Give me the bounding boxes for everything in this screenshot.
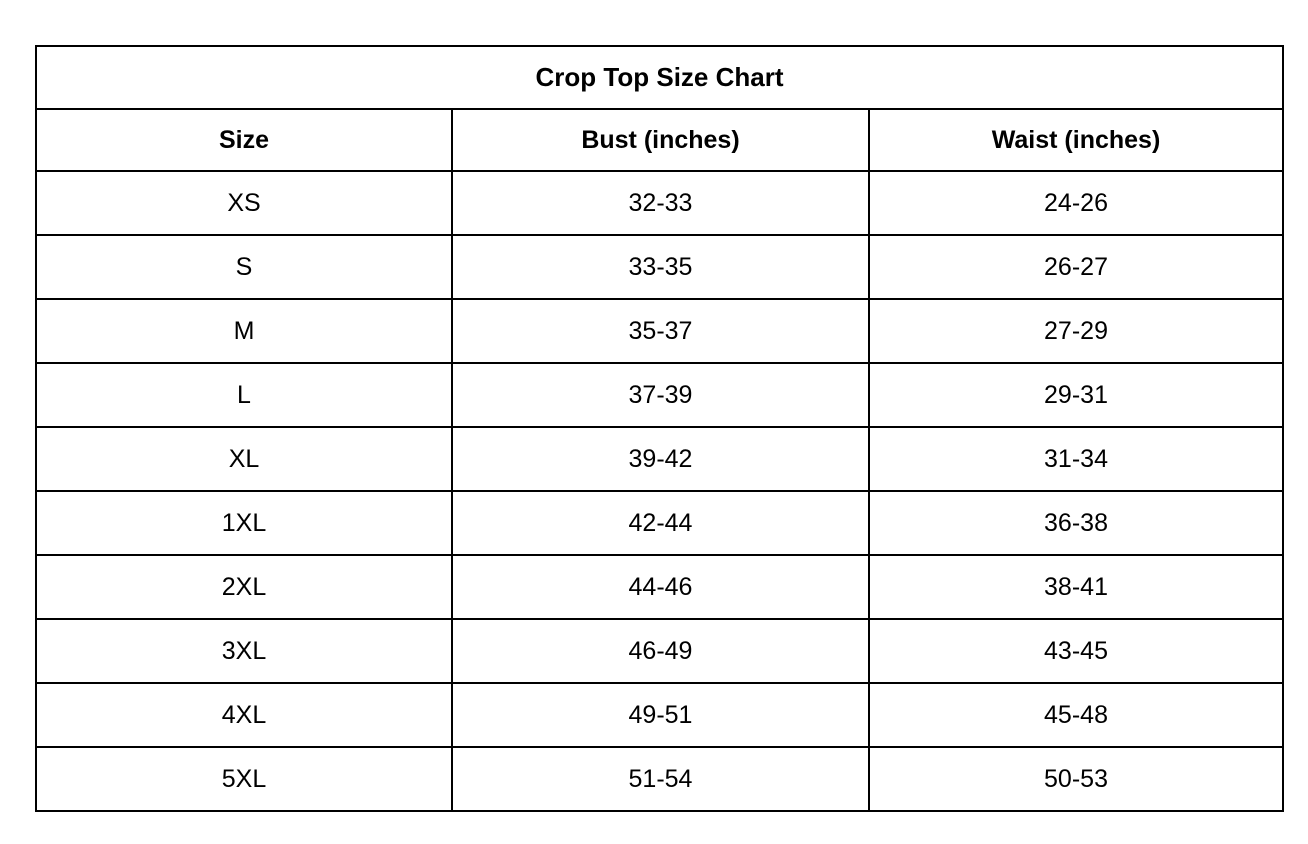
bust-cell: 39-42 — [451, 426, 870, 492]
bust-cell: 37-39 — [451, 362, 870, 428]
table-row: 5XL 51-54 50-53 — [35, 746, 1285, 812]
bust-cell: 33-35 — [451, 234, 870, 300]
bust-cell: 35-37 — [451, 298, 870, 364]
waist-cell: 38-41 — [867, 554, 1285, 620]
table-row: 4XL 49-51 45-48 — [35, 682, 1285, 748]
waist-cell: 26-27 — [867, 234, 1285, 300]
size-cell: XS — [35, 170, 453, 236]
size-cell: 3XL — [35, 618, 453, 684]
size-chart-table: Crop Top Size Chart Size Bust (inches) W… — [34, 45, 1285, 812]
size-cell: 2XL — [35, 554, 453, 620]
waist-cell: 27-29 — [867, 298, 1285, 364]
table-title: Crop Top Size Chart — [34, 45, 1285, 110]
table-row: M 35-37 27-29 — [35, 298, 1285, 364]
bust-cell: 32-33 — [451, 170, 870, 236]
bust-cell: 42-44 — [451, 490, 870, 556]
table-row: 3XL 46-49 43-45 — [35, 618, 1285, 684]
size-cell: 5XL — [35, 746, 453, 812]
column-header-waist: Waist (inches) — [867, 108, 1285, 172]
bust-cell: 46-49 — [451, 618, 870, 684]
size-cell: XL — [35, 426, 453, 492]
bust-cell: 44-46 — [451, 554, 870, 620]
waist-cell: 43-45 — [867, 618, 1285, 684]
bust-cell: 51-54 — [451, 746, 870, 812]
waist-cell: 29-31 — [867, 362, 1285, 428]
waist-cell: 45-48 — [867, 682, 1285, 748]
waist-cell: 31-34 — [867, 426, 1285, 492]
header-row: Size Bust (inches) Waist (inches) — [35, 108, 1285, 172]
waist-cell: 36-38 — [867, 490, 1285, 556]
table-body: XS 32-33 24-26 S 33-35 26-27 M 35-37 27-29 L 37-39… — [35, 170, 1285, 812]
bust-cell: 49-51 — [451, 682, 870, 748]
size-cell: M — [35, 298, 453, 364]
title-row: Crop Top Size Chart — [34, 45, 1285, 110]
column-header-bust: Bust (inches) — [451, 108, 870, 172]
size-cell: L — [35, 362, 453, 428]
size-cell: 4XL — [35, 682, 453, 748]
waist-cell: 50-53 — [867, 746, 1285, 812]
table-row: 1XL 42-44 36-38 — [35, 490, 1285, 556]
table-row: L 37-39 29-31 — [35, 362, 1285, 428]
table-row: S 33-35 26-27 — [35, 234, 1285, 300]
table-row: XL 39-42 31-34 — [35, 426, 1285, 492]
table-row: 2XL 44-46 38-41 — [35, 554, 1285, 620]
size-cell: S — [35, 234, 453, 300]
table-row: XS 32-33 24-26 — [35, 170, 1285, 236]
waist-cell: 24-26 — [867, 170, 1285, 236]
size-cell: 1XL — [35, 490, 453, 556]
column-header-size: Size — [35, 108, 453, 172]
